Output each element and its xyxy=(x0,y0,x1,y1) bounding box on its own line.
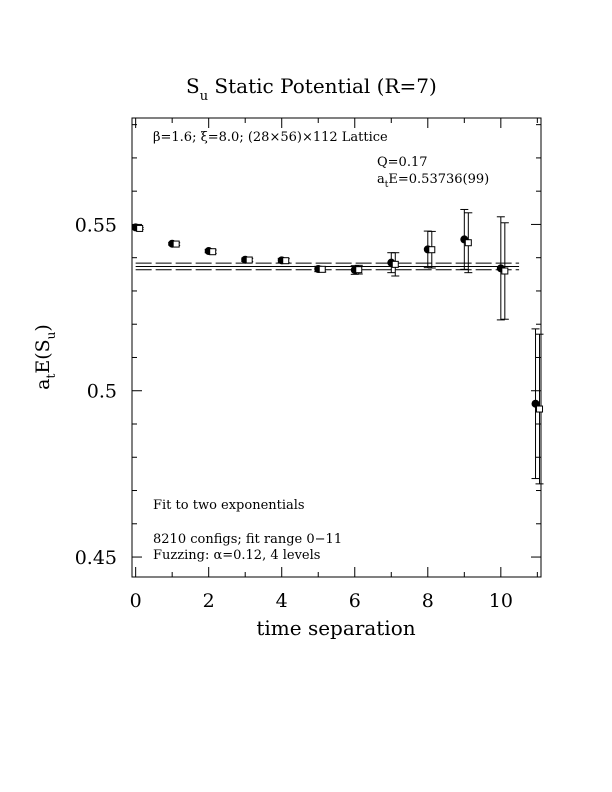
data-point-square xyxy=(172,240,180,248)
svg-text:atE(Su): atE(Su) xyxy=(32,324,58,390)
data-point-square xyxy=(501,267,509,275)
axis-ticks xyxy=(132,118,541,577)
lattice-label: β=1.6; ξ=8.0; (28×56)×112 Lattice xyxy=(153,130,388,145)
fit-q-label: Q=0.17 xyxy=(377,155,428,170)
x-tick-label: 0 xyxy=(130,590,142,612)
data-point-square xyxy=(428,246,436,254)
x-tick-label: 10 xyxy=(489,590,513,612)
ylabel-mid: E(S xyxy=(32,339,54,373)
ylabel-end: ) xyxy=(32,324,54,331)
fit-energy-a: a xyxy=(377,172,385,187)
fit-energy-label: atE=0.53736(99) xyxy=(377,172,489,190)
x-tick-label: 2 xyxy=(203,590,215,612)
data-point-square xyxy=(209,248,217,256)
plot-border xyxy=(131,117,542,578)
data-points xyxy=(131,208,544,485)
data-point-square xyxy=(536,405,544,413)
x-tick-label: 4 xyxy=(276,590,288,612)
y-tick-label: 0.5 xyxy=(87,381,117,403)
y-axis-label: atE(Su) xyxy=(32,324,58,390)
fit-band xyxy=(135,262,520,271)
annotation-configs: 8210 configs; fit range 0−11 xyxy=(153,532,342,547)
y-tick-label: 0.45 xyxy=(75,547,117,569)
title-rest: Static Potential (R=7) xyxy=(208,74,437,98)
x-axis-label: time separation xyxy=(256,616,415,640)
data-point-square xyxy=(464,239,472,247)
data-point-square xyxy=(245,256,253,264)
axis-tick-labels: 0 2 4 6 8 10 0.45 0.5 0.55 xyxy=(75,214,513,612)
x-tick-label: 6 xyxy=(349,590,361,612)
annotation-fuzzing: Fuzzing: α=0.12, 4 levels xyxy=(153,548,320,563)
annotation-fit-type: Fit to two exponentials xyxy=(153,498,305,513)
fit-energy-value: E=0.53736(99) xyxy=(388,172,489,187)
ylabel-s-subscript: u xyxy=(44,331,58,339)
title-main: S xyxy=(186,74,200,98)
data-point-square xyxy=(318,265,326,273)
ylabel-a-subscript: t xyxy=(44,373,58,378)
ylabel-a: a xyxy=(32,378,54,389)
fit-energy-a-subscript: t xyxy=(385,180,389,190)
data-point-square xyxy=(391,260,399,268)
data-point-square xyxy=(282,257,290,265)
data-point-square xyxy=(136,224,144,232)
y-tick-label: 0.55 xyxy=(75,214,117,236)
plot-frame xyxy=(131,117,542,578)
chart-title: Su Static Potential (R=7) xyxy=(186,74,437,104)
title-subscript: u xyxy=(200,89,208,104)
svg-text:Su Static Potential (R=7): Su Static Potential (R=7) xyxy=(186,74,437,104)
x-tick-label: 8 xyxy=(422,590,434,612)
data-point-square xyxy=(355,266,363,274)
